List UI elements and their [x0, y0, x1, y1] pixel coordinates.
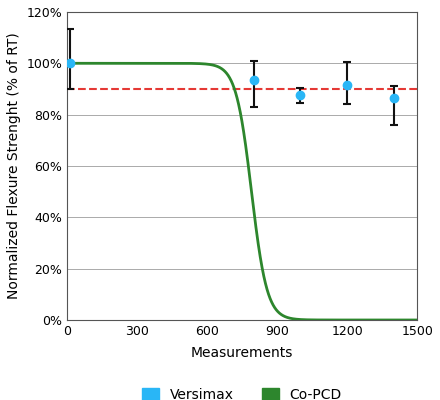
Y-axis label: Normalized Flexure Strenght (% of RT): Normalized Flexure Strenght (% of RT): [7, 32, 21, 299]
X-axis label: Measurements: Measurements: [191, 346, 293, 360]
Legend: Versimax, Co-PCD: Versimax, Co-PCD: [137, 382, 348, 400]
